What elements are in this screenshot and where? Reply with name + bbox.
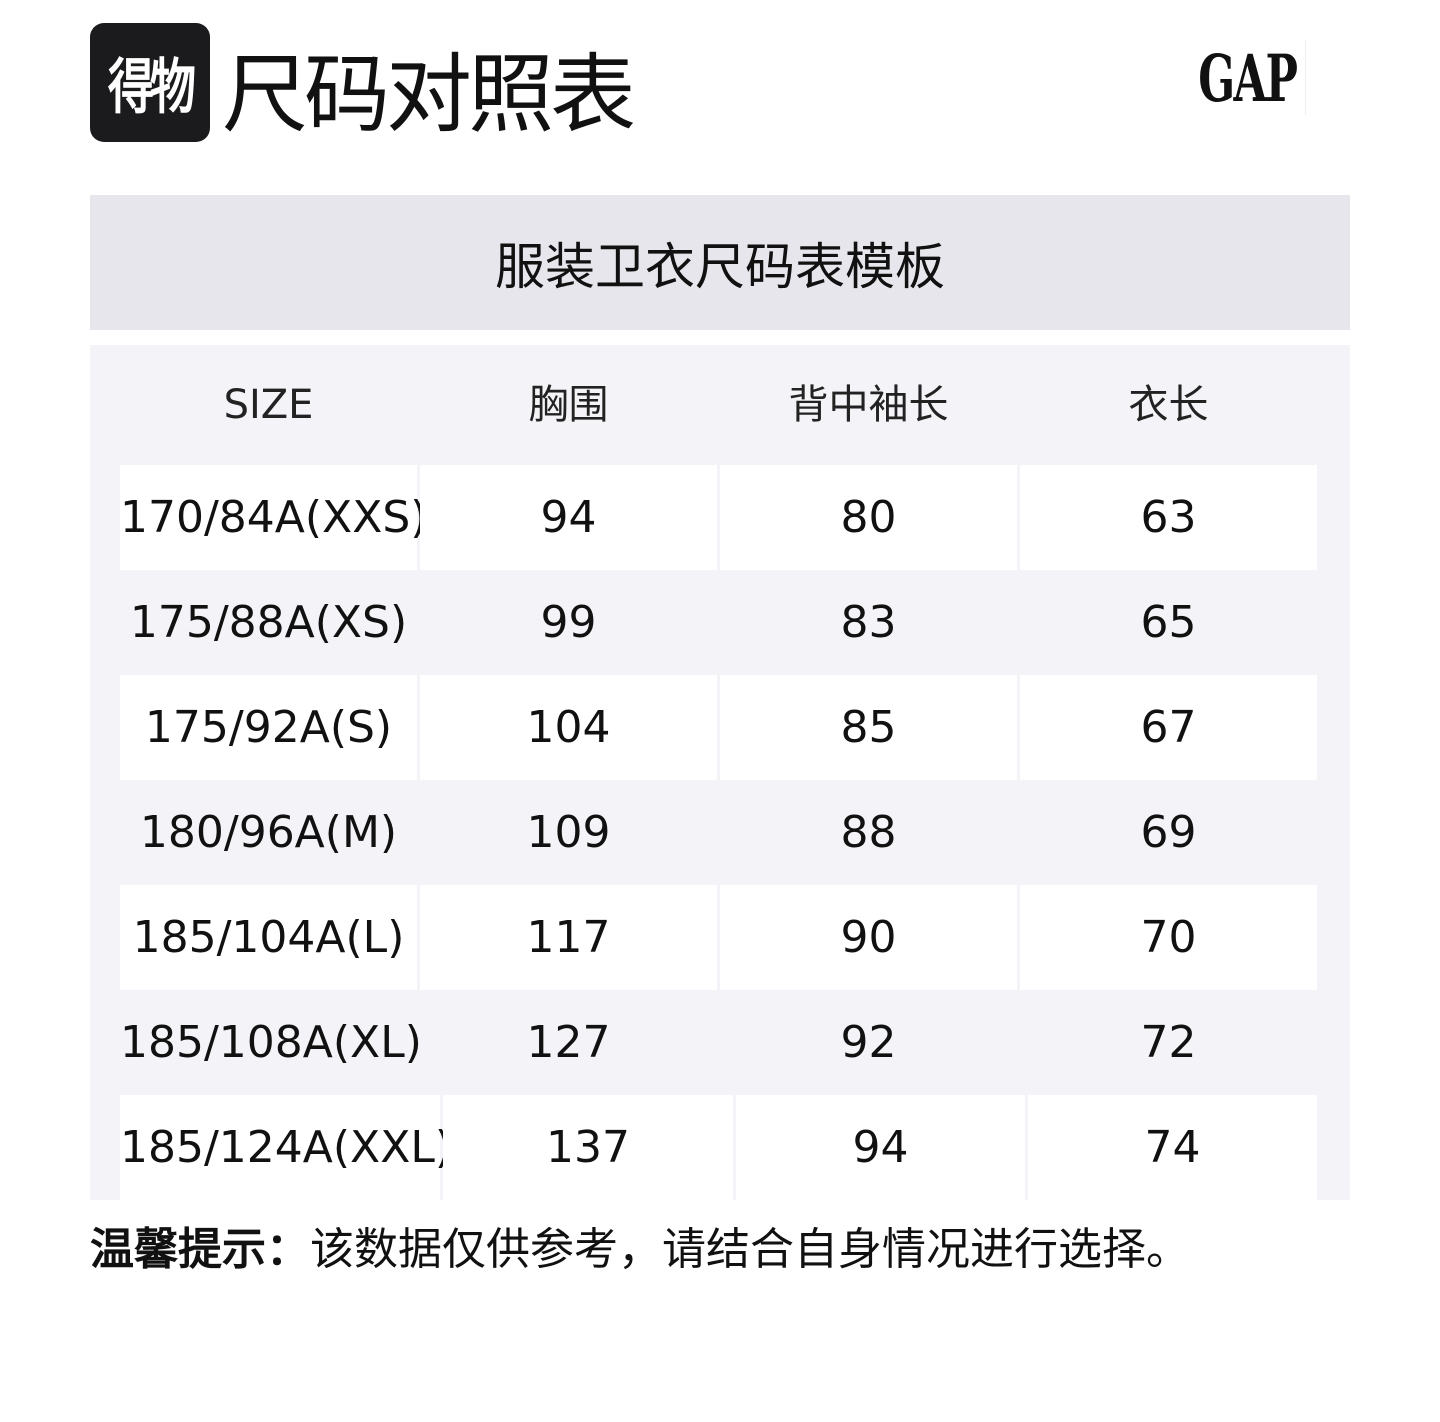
table-row: 185/124A(XXL) 137 94 74 <box>90 1095 1350 1200</box>
table-cell: 90 <box>720 885 1017 990</box>
table-cell: 117 <box>420 885 717 990</box>
column-header-chest: 胸围 <box>528 382 609 428</box>
page-title: 尺码对照表 <box>222 45 636 145</box>
table-cell: 104 <box>420 675 717 780</box>
table-cell: 88 <box>840 807 897 858</box>
table-cell: 137 <box>443 1095 733 1200</box>
table-cell: 80 <box>720 465 1017 570</box>
table-cell: 99 <box>540 597 597 648</box>
table-cell: 63 <box>1020 465 1317 570</box>
column-header-sleeve: 背中袖长 <box>788 382 949 428</box>
table-row: 180/96A(M) 109 88 69 <box>90 780 1350 885</box>
table-row: 175/92A(S) 104 85 67 <box>90 675 1350 780</box>
table-cell: 70 <box>1020 885 1317 990</box>
note-text: 该数据仅供参考，请结合自身情况进行选择。 <box>310 1224 1190 1275</box>
table-cell: 94 <box>736 1095 1025 1200</box>
note-label: 温馨提示： <box>90 1224 310 1275</box>
table-cell: 72 <box>1140 1017 1197 1068</box>
table-cell: 65 <box>1140 597 1197 648</box>
table-row: 175/88A(XS) 99 83 65 <box>90 570 1350 675</box>
logo-text: 得物 <box>108 51 196 122</box>
table-cell: 185/108A(XL) <box>120 1017 422 1068</box>
table-row: 170/84A(XXS) 94 80 63 <box>90 465 1350 570</box>
table-cell: 94 <box>420 465 717 570</box>
dewu-logo: 得物 <box>90 23 210 142</box>
brand-logo-text: GAP <box>1198 39 1298 116</box>
table-cell: 67 <box>1020 675 1317 780</box>
table-cell: 180/96A(M) <box>139 807 398 858</box>
table-cell: 74 <box>1028 1095 1317 1200</box>
table-cell: 85 <box>720 675 1017 780</box>
table-cell: 185/124A(XXL) <box>120 1095 452 1200</box>
footer-note: 温馨提示：该数据仅供参考，请结合自身情况进行选择。 <box>90 1220 1190 1280</box>
table-cell: 109 <box>526 807 611 858</box>
table-row: 185/108A(XL) 127 92 72 <box>90 990 1350 1095</box>
table-cell: 83 <box>840 597 897 648</box>
size-table: SIZE 胸围 背中袖长 衣长 170/84A(XXS) 94 80 63 175/88… <box>90 345 1350 1200</box>
gap-brand-logo: GAP <box>1190 39 1306 116</box>
column-header-size: SIZE <box>223 382 314 428</box>
chart-title-banner: 服装卫衣尺码表模板 <box>90 195 1350 330</box>
table-cell: 175/92A(S) <box>120 675 417 780</box>
table-cell: 175/88A(XS) <box>129 597 408 648</box>
column-header-length: 衣长 <box>1128 382 1209 428</box>
table-cell: 69 <box>1140 807 1197 858</box>
chart-title: 服装卫衣尺码表模板 <box>495 237 945 296</box>
table-cell: 185/104A(L) <box>120 885 417 990</box>
table-cell: 92 <box>840 1017 897 1068</box>
table-cell: 127 <box>526 1017 611 1068</box>
table-cell: 170/84A(XXS) <box>120 465 427 570</box>
table-row: 185/104A(L) 117 90 70 <box>90 885 1350 990</box>
